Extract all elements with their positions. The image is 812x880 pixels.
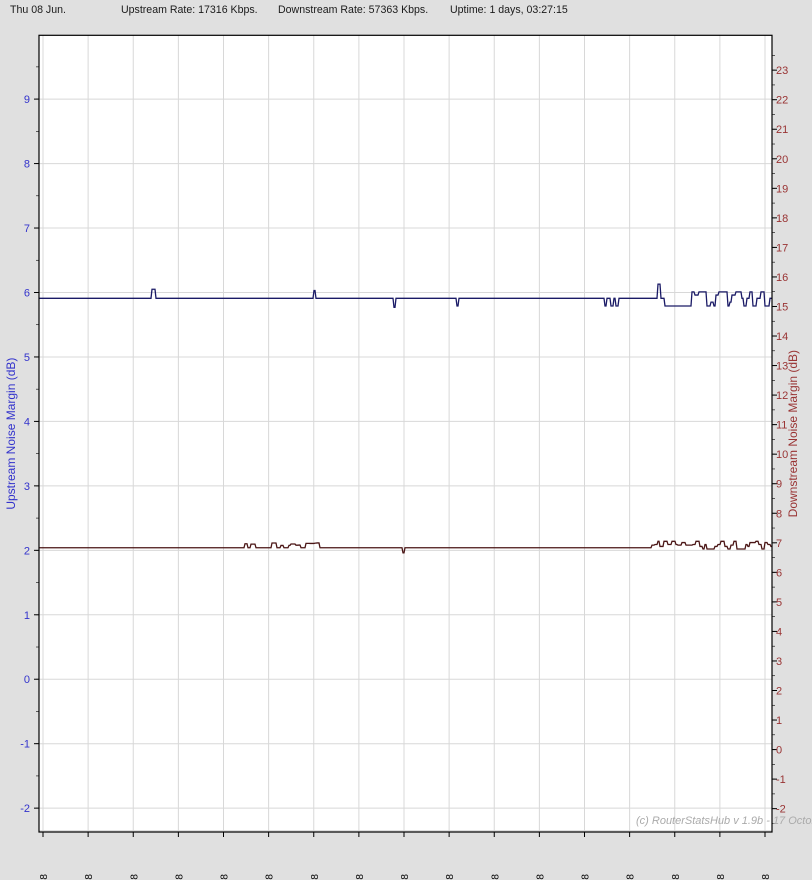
svg-text:Thu 08: Thu 08 xyxy=(84,874,95,880)
svg-text:2: 2 xyxy=(776,686,782,698)
svg-text:8: 8 xyxy=(24,159,30,171)
svg-text:16: 16 xyxy=(776,272,788,284)
svg-text:1: 1 xyxy=(24,610,30,622)
svg-text:Thu 08: Thu 08 xyxy=(220,874,231,880)
svg-text:3: 3 xyxy=(24,481,30,493)
svg-text:0: 0 xyxy=(24,674,30,686)
svg-text:Downstream Rate: 57363 Kbps.: Downstream Rate: 57363 Kbps. xyxy=(278,4,428,16)
svg-text:4: 4 xyxy=(776,626,782,638)
svg-text:23: 23 xyxy=(776,65,788,77)
svg-text:Thu 08: Thu 08 xyxy=(671,874,682,880)
svg-text:Upstream Noise Margin (dB): Upstream Noise Margin (dB) xyxy=(4,358,18,510)
svg-text:-1: -1 xyxy=(20,739,30,751)
svg-text:Thu 08: Thu 08 xyxy=(400,874,411,880)
svg-text:Thu 08: Thu 08 xyxy=(535,874,546,880)
svg-text:19: 19 xyxy=(776,183,788,195)
svg-text:0: 0 xyxy=(776,745,782,757)
svg-text:Thu 08: Thu 08 xyxy=(355,874,366,880)
svg-text:6: 6 xyxy=(24,287,30,299)
svg-text:14: 14 xyxy=(776,331,788,343)
svg-text:1: 1 xyxy=(776,715,782,727)
svg-text:Thu 08: Thu 08 xyxy=(39,874,50,880)
svg-text:Uptime: 1 days, 03:27:15: Uptime: 1 days, 03:27:15 xyxy=(450,4,568,16)
svg-text:2: 2 xyxy=(24,545,30,557)
svg-text:8: 8 xyxy=(776,508,782,520)
svg-text:22: 22 xyxy=(776,95,788,107)
svg-text:Thu 08: Thu 08 xyxy=(445,874,456,880)
svg-text:Thu 08: Thu 08 xyxy=(129,874,140,880)
svg-text:Thu 08: Thu 08 xyxy=(716,874,727,880)
svg-text:4: 4 xyxy=(24,416,30,428)
svg-text:Thu 08: Thu 08 xyxy=(626,874,637,880)
svg-text:7: 7 xyxy=(24,223,30,235)
svg-text:5: 5 xyxy=(776,597,782,609)
svg-text:21: 21 xyxy=(776,124,788,136)
svg-text:18: 18 xyxy=(776,213,788,225)
svg-text:7: 7 xyxy=(776,538,782,550)
svg-text:6: 6 xyxy=(776,567,782,579)
svg-text:Thu 08: Thu 08 xyxy=(310,874,321,880)
svg-text:20: 20 xyxy=(776,154,788,166)
svg-text:3: 3 xyxy=(776,656,782,668)
svg-text:-2: -2 xyxy=(20,803,30,815)
svg-text:Thu 08: Thu 08 xyxy=(174,874,185,880)
svg-text:(c) RouterStatsHub v 1.9b - 17: (c) RouterStatsHub v 1.9b - 17 October 2 xyxy=(636,815,812,827)
svg-text:15: 15 xyxy=(776,301,788,313)
svg-text:Downstream Noise Margin (dB): Downstream Noise Margin (dB) xyxy=(786,350,800,517)
svg-text:17: 17 xyxy=(776,242,788,254)
svg-text:9: 9 xyxy=(24,94,30,106)
svg-text:Thu 08: Thu 08 xyxy=(761,874,772,880)
svg-text:5: 5 xyxy=(24,352,30,364)
svg-text:Thu 08: Thu 08 xyxy=(265,874,276,880)
svg-text:Thu 08 Jun.: Thu 08 Jun. xyxy=(10,4,66,16)
svg-text:-2: -2 xyxy=(776,804,786,816)
svg-text:-1: -1 xyxy=(776,774,786,786)
svg-text:Thu 08: Thu 08 xyxy=(581,874,592,880)
svg-text:Thu 08: Thu 08 xyxy=(490,874,501,880)
svg-text:9: 9 xyxy=(776,479,782,491)
svg-text:Upstream Rate: 17316 Kbps.: Upstream Rate: 17316 Kbps. xyxy=(121,4,258,16)
